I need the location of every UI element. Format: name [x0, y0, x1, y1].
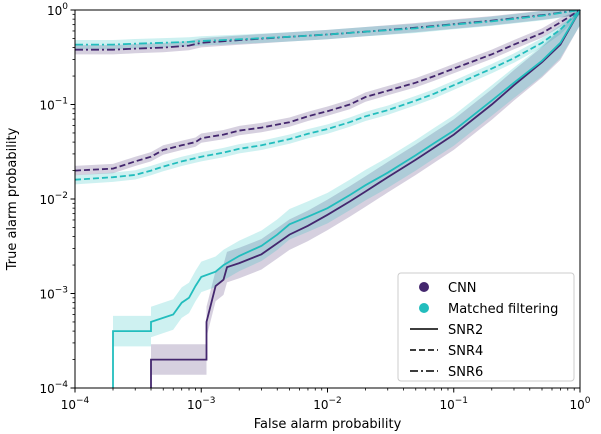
confidence-bands — [75, 10, 580, 388]
legend-label-snr6: SNR6 — [448, 365, 483, 380]
x-axis-label: False alarm probability — [254, 417, 402, 432]
y-axis-label: True alarm probability — [5, 127, 20, 271]
y-axis-ticks: 10−4 10−3 10−2 10−1 100 — [39, 2, 75, 396]
line-cnn-snr2 — [150, 9, 581, 388]
y-tick-label: 10−4 — [39, 380, 68, 396]
band-cnn-snr6 — [75, 10, 580, 55]
x-tick-label: 100 — [569, 396, 590, 412]
series-lines — [74, 9, 581, 388]
x-tick-label: 10−2 — [313, 396, 342, 412]
x-tick-label: 10−3 — [187, 396, 216, 412]
y-tick-label: 100 — [47, 2, 68, 18]
band-matched-filtering-snr6 — [75, 10, 580, 50]
y-tick-label: 10−2 — [39, 191, 68, 207]
line-matched-filtering-snr4 — [74, 9, 581, 181]
line-cnn-snr4 — [74, 9, 581, 172]
line-matched-filtering-snr2 — [112, 9, 581, 388]
legend-marker-matched-filtering — [419, 303, 429, 313]
x-tick-label: 10−1 — [439, 396, 468, 412]
band-cnn-snr4 — [75, 10, 580, 176]
legend-label-snr2: SNR2 — [448, 323, 483, 338]
y-tick-label: 10−3 — [39, 286, 68, 302]
band-matched-filtering-snr2 — [113, 10, 580, 388]
legend-marker-cnn — [419, 282, 429, 292]
y-tick-label: 10−1 — [39, 97, 68, 113]
legend-box — [397, 272, 575, 382]
legend: CNN Matched filtering SNR2 SNR4 SNR6 — [397, 272, 575, 382]
legend-label-matched-filtering: Matched filtering — [448, 302, 558, 317]
line-matched-filtering-snr6 — [75, 9, 581, 46]
x-tick-label: 10−4 — [61, 396, 90, 412]
x-axis-ticks: 10−4 10−3 10−2 10−1 100 — [61, 388, 591, 412]
legend-label-cnn: CNN — [448, 281, 477, 296]
legend-label-snr4: SNR4 — [448, 344, 483, 359]
band-cnn-snr2 — [151, 10, 580, 388]
